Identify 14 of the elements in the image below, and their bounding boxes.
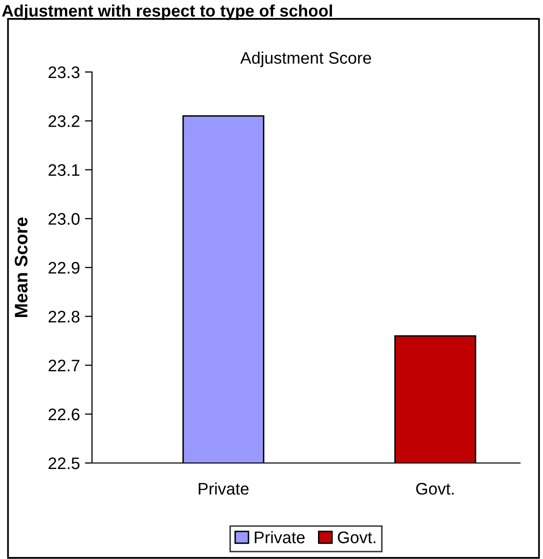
- legend-label: Govt.: [338, 532, 376, 544]
- y-tick-label: 23.0: [48, 213, 80, 225]
- legend-label: Private: [254, 531, 305, 544]
- chart-title: Adjustment with respect to type of school: [2, 4, 332, 20]
- y-tick-label: 22.8: [48, 310, 80, 323]
- chart-subtitle: Adjustment Score: [240, 52, 372, 68]
- y-tick-label: 22.7: [48, 360, 80, 372]
- y-tick-label: 23.3: [48, 66, 80, 78]
- y-tick-label: 23.1: [48, 164, 80, 176]
- y-tick-label: 22.9: [48, 262, 80, 274]
- y-tick-label: 22.5: [48, 457, 80, 470]
- y-axis-title: Mean Score: [14, 217, 28, 317]
- y-tick-label: 23.2: [48, 115, 80, 128]
- y-tick-label: 22.6: [48, 408, 80, 420]
